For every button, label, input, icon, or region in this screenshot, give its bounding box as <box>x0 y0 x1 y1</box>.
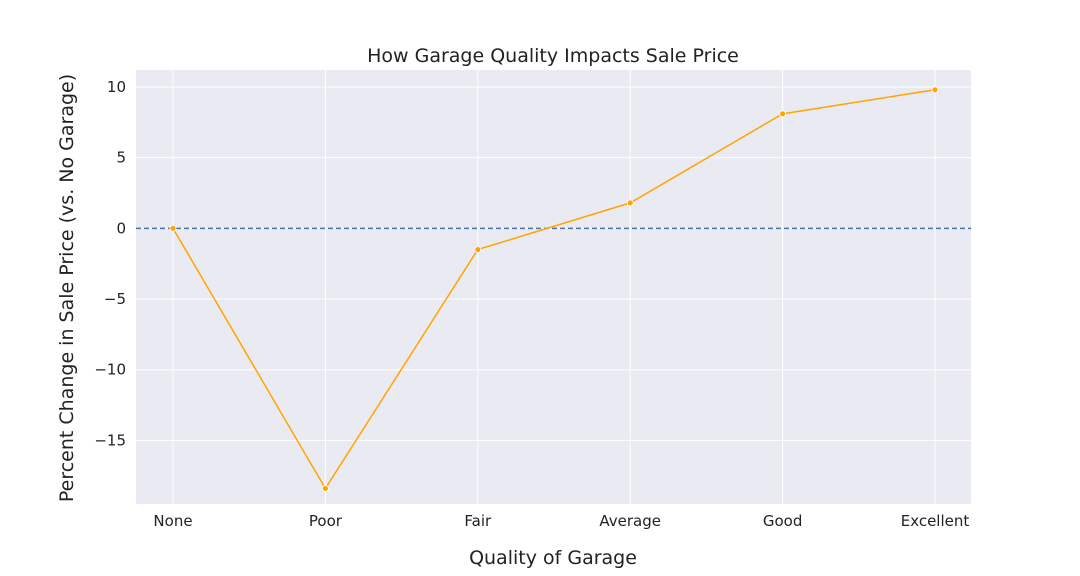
y-axis: 10 5 0 −5 −10 −15 <box>94 78 126 449</box>
y-tick-label: 5 <box>116 149 126 167</box>
y-tick-label: −10 <box>94 361 126 379</box>
data-point <box>169 224 177 232</box>
x-axis: None Poor Fair Average Good Excellent <box>153 512 969 530</box>
x-tick-label: None <box>153 512 192 530</box>
chart-title: How Garage Quality Impacts Sale Price <box>367 45 739 67</box>
data-point <box>626 199 634 207</box>
x-tick-label: Good <box>763 512 803 530</box>
y-tick-label: 10 <box>107 78 126 96</box>
y-tick-label: −15 <box>94 431 126 449</box>
plot-area <box>136 70 971 504</box>
data-point <box>931 86 939 94</box>
data-point <box>474 246 482 253</box>
x-tick-label: Excellent <box>901 512 970 530</box>
y-axis-label: Percent Change in Sale Price (vs. No Gar… <box>56 74 78 502</box>
x-tick-label: Poor <box>309 512 343 530</box>
x-axis-label: Quality of Garage <box>469 547 637 569</box>
x-tick-label: Fair <box>464 512 492 530</box>
series-line <box>172 89 936 490</box>
y-tick-label: −5 <box>104 290 126 308</box>
data-point <box>321 485 329 492</box>
x-tick-label: Average <box>599 512 661 530</box>
series-layer <box>169 86 939 492</box>
data-point <box>779 110 786 118</box>
y-tick-label: 0 <box>116 219 126 237</box>
